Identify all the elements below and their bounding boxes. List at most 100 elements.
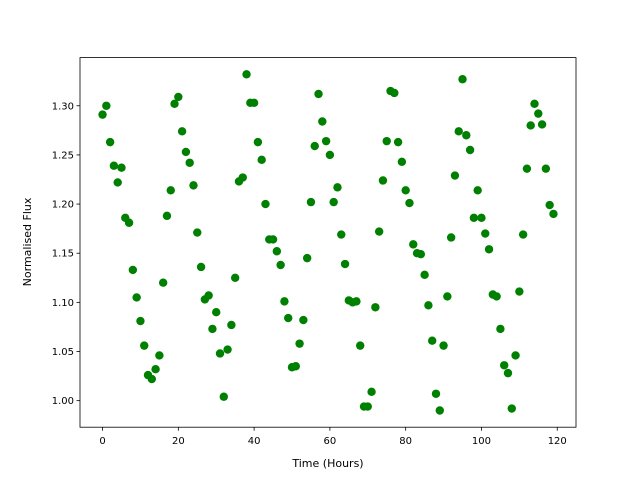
point: [333, 183, 342, 192]
point: [374, 227, 384, 236]
point: [367, 387, 376, 397]
point: [439, 341, 448, 350]
point: [530, 99, 539, 109]
point: [469, 213, 479, 223]
point: [397, 157, 407, 166]
point: [170, 99, 179, 109]
point: [401, 186, 410, 195]
y-tick-label: 1.15: [52, 249, 74, 260]
point: [443, 292, 452, 301]
point: [314, 89, 323, 99]
point: [522, 164, 532, 173]
y-tick-label: 1.00: [52, 396, 74, 407]
point: [117, 163, 126, 172]
point: [208, 324, 217, 334]
point: [249, 98, 259, 108]
point: [272, 247, 282, 256]
point: [204, 291, 213, 300]
point: [147, 374, 157, 384]
x-tick-label: 80: [399, 436, 412, 447]
x-tick-label: 40: [248, 436, 261, 447]
y-axis-label: Normalised Flux: [21, 197, 34, 286]
point: [507, 404, 516, 413]
point: [462, 131, 471, 140]
point: [503, 368, 513, 378]
point: [295, 339, 304, 348]
point: [158, 278, 168, 287]
point: [276, 260, 285, 270]
point: [230, 273, 240, 282]
point: [310, 141, 319, 151]
point: [306, 197, 316, 207]
point: [140, 341, 149, 350]
point: [321, 136, 331, 146]
point: [155, 351, 164, 360]
point: [545, 200, 554, 210]
point: [223, 345, 232, 354]
point: [102, 101, 111, 110]
point: [450, 171, 460, 180]
point: [227, 320, 236, 330]
point: [105, 137, 115, 147]
x-tick-label: 120: [548, 436, 567, 447]
point: [496, 324, 505, 334]
point: [113, 178, 122, 187]
point: [352, 297, 361, 306]
point: [424, 301, 433, 310]
point: [499, 361, 509, 370]
point: [526, 121, 535, 130]
point: [382, 136, 391, 146]
point: [302, 253, 312, 263]
point: [431, 389, 441, 398]
point: [435, 406, 444, 415]
point: [458, 75, 467, 84]
point: [534, 109, 543, 118]
point: [416, 249, 426, 259]
point: [363, 402, 372, 411]
point: [518, 230, 528, 239]
point: [196, 262, 206, 272]
y-tick-label: 1.30: [52, 101, 74, 112]
point: [318, 117, 327, 126]
point: [151, 365, 160, 374]
point: [128, 265, 138, 275]
point: [185, 158, 194, 167]
point: [393, 137, 403, 147]
point: [136, 316, 145, 326]
point: [174, 92, 183, 102]
point: [541, 164, 551, 173]
point: [378, 176, 388, 185]
point: [242, 70, 251, 79]
point: [257, 155, 266, 165]
point: [537, 120, 547, 129]
x-axis-label: Time (Hours): [291, 457, 363, 470]
point: [181, 147, 191, 157]
point: [337, 230, 346, 239]
point: [212, 307, 221, 317]
point: [390, 88, 399, 98]
point: [193, 228, 202, 237]
point: [109, 161, 119, 170]
x-tick-label: 60: [324, 436, 337, 447]
point: [299, 315, 308, 325]
point: [492, 292, 501, 301]
y-tick-label: 1.10: [52, 298, 74, 309]
point: [280, 297, 289, 306]
point: [162, 211, 172, 221]
point: [371, 303, 380, 312]
point: [189, 181, 198, 190]
point: [261, 199, 270, 209]
x-tick-label: 100: [472, 436, 491, 447]
point: [340, 259, 350, 269]
point: [481, 229, 490, 238]
point: [473, 186, 482, 195]
point: [420, 270, 429, 280]
point: [511, 351, 520, 360]
point: [98, 110, 107, 119]
point: [268, 235, 278, 244]
point: [428, 336, 437, 345]
point: [454, 127, 463, 136]
axes-frame: [79, 57, 577, 428]
point: [515, 287, 524, 296]
